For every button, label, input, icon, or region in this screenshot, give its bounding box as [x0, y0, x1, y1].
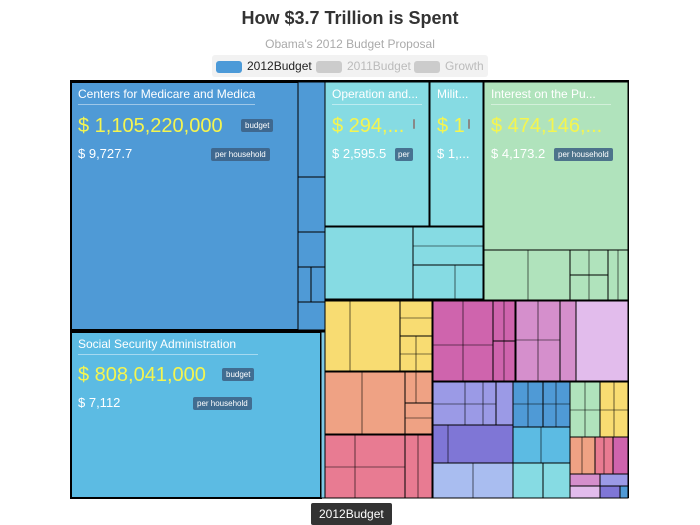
block-household-social-security: $ 7,112	[78, 395, 121, 410]
block-label-interest: Interest on the Pu... $ 474,146,... $ 4,…	[484, 82, 628, 174]
block-name-interest: Interest on the Pu...	[491, 87, 596, 101]
treemap-cell-44[interactable]	[569, 485, 601, 499]
block-social-security[interactable]	[70, 331, 322, 499]
treemap-cell-20[interactable]	[324, 434, 406, 499]
legend-swatch-growth	[414, 61, 440, 73]
treemap-cell-1[interactable]	[324, 226, 414, 300]
block-budget-interest: $ 474,146,...	[491, 115, 603, 137]
treemap-cell-18[interactable]	[404, 371, 433, 404]
treemap-cell-8[interactable]	[297, 81, 326, 178]
treemap-cell-36[interactable]	[542, 462, 571, 499]
block-medicare[interactable]	[70, 81, 326, 331]
budget-tag-military	[468, 119, 470, 129]
block-household-medicare: $ 9,727.7	[78, 146, 133, 161]
block-budget-operation: $ 294,...	[332, 115, 405, 137]
treemap-cell-12[interactable]	[310, 266, 326, 303]
block-budget-social-security: $ 808,041,000	[78, 364, 206, 386]
legend-swatch-2012budget	[216, 61, 242, 73]
legend-item-2011budget[interactable]: 2011Budget	[316, 55, 414, 77]
legend-item-growth[interactable]: Growth	[414, 55, 486, 77]
treemap-cell-34[interactable]	[512, 426, 571, 464]
block-rule-operation	[332, 104, 422, 105]
treemap-cell-35[interactable]	[512, 462, 544, 499]
household-tag-medicare: per household	[211, 148, 270, 161]
treemap-cell-29[interactable]	[495, 381, 514, 426]
block-military[interactable]	[429, 81, 484, 227]
block-label-social-security: Social Security Administration $ 808,041…	[71, 332, 325, 424]
legend-label-growth: Growth	[445, 59, 484, 73]
treemap-cell-17[interactable]	[324, 371, 406, 435]
block-name-medicare: Centers for Medicare and Medica...	[78, 87, 255, 101]
treemap-cell-28[interactable]	[432, 381, 497, 426]
block-label-medicare: Centers for Medicare and Medica...	[71, 82, 255, 174]
treemap-cell-13[interactable]	[297, 301, 326, 331]
block-household-operation: $ 2,595.5	[332, 146, 387, 161]
treemap-cell-9[interactable]	[297, 176, 326, 233]
treemap-cell-26[interactable]	[559, 300, 577, 382]
treemap-cell-21[interactable]	[404, 434, 433, 499]
block-interest[interactable]	[483, 81, 629, 251]
treemap-cell-43[interactable]	[599, 473, 629, 487]
block-values-medicare: $ 1,105,220,000 budget $ 9,727.7 per hou…	[71, 82, 325, 174]
block-budget-medicare: $ 1,105,220,000	[78, 115, 223, 137]
legend: 2012Budget 2011Budget Growth	[212, 55, 488, 77]
treemap-cell-11[interactable]	[297, 266, 312, 303]
budget-tag-medicare: budget	[241, 119, 274, 132]
block-name-military: Milit...	[437, 87, 469, 101]
treemap-cell-19[interactable]	[404, 402, 433, 435]
block-name-operation: Operation and...	[332, 87, 419, 101]
treemap-cell-3[interactable]	[412, 264, 484, 300]
block-rule-medicare	[78, 104, 255, 105]
treemap-cell-45[interactable]	[599, 485, 621, 499]
treemap-cell-42[interactable]	[569, 473, 601, 487]
household-tag-interest: per household	[554, 148, 613, 161]
treemap-cell-4[interactable]	[483, 249, 571, 301]
block-budget-military: $ 1	[437, 115, 465, 137]
block-household-interest: $ 4,173.2	[491, 146, 546, 161]
block-rule-social-security	[78, 354, 258, 355]
household-tag-social-security: per household	[193, 397, 252, 410]
chart-subtitle: Obama's 2012 Budget Proposal	[265, 37, 435, 51]
treemap-cell-15[interactable]	[399, 300, 433, 337]
legend-label-2011budget: 2011Budget	[347, 59, 411, 73]
treemap-cell-10[interactable]	[297, 231, 326, 268]
legend-label-2012budget: 2012Budget	[247, 59, 312, 73]
treemap-cell-46[interactable]	[619, 485, 629, 499]
treemap-cell-39[interactable]	[569, 436, 596, 475]
household-tag-operation: per	[395, 148, 413, 161]
treemap-cell-14[interactable]	[324, 300, 401, 372]
budget-tag-operation	[413, 119, 415, 129]
treemap-cell-33[interactable]	[542, 381, 571, 428]
treemap-cell-30[interactable]	[432, 424, 514, 464]
block-name-social-security: Social Security Administration	[78, 337, 237, 351]
treemap-cell-27[interactable]	[575, 300, 629, 382]
block-label-military: Milit... $ 1 $ 1,...	[430, 82, 483, 174]
budget-tag-social-security: budget	[222, 368, 255, 381]
block-rule-interest	[491, 104, 611, 105]
treemap-cell-41[interactable]	[612, 436, 629, 475]
block-label-operation: Operation and... $ 294,... $ 2,595.5 per	[325, 82, 429, 174]
legend-swatch-2011budget	[316, 61, 342, 73]
tooltip: 2012Budget	[311, 503, 392, 525]
legend-item-2012budget[interactable]: 2012Budget	[216, 55, 314, 77]
block-household-military: $ 1,...	[437, 146, 470, 161]
chart-title: How $3.7 Trillion is Spent	[241, 8, 459, 28]
